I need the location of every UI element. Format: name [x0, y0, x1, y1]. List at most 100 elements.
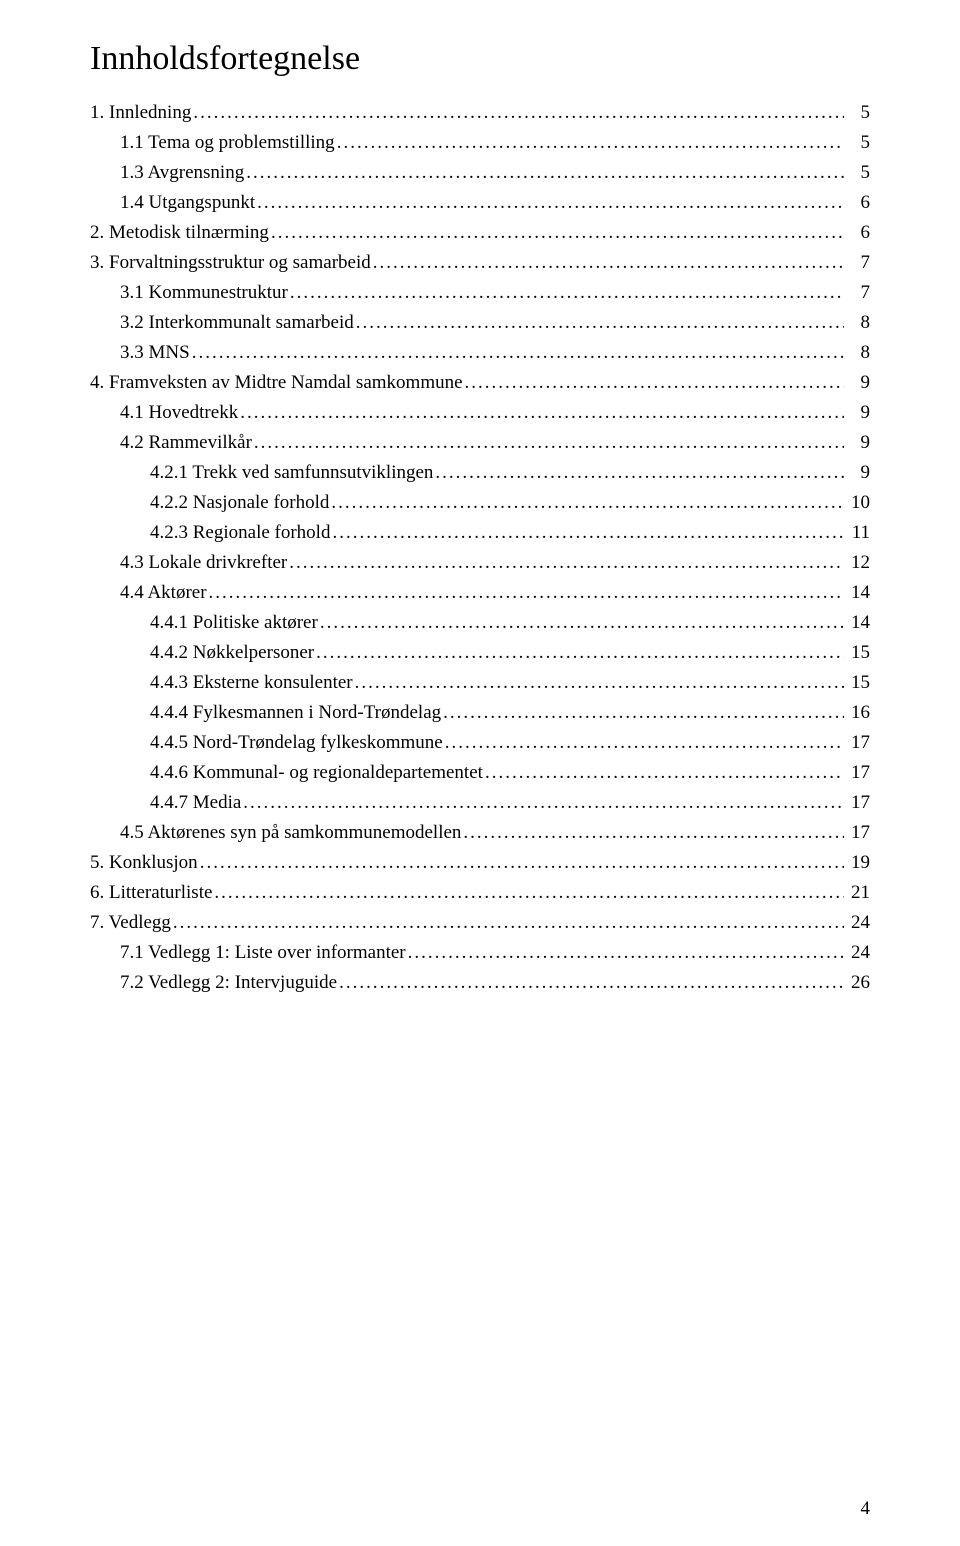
toc-entry-page: 10 — [846, 488, 870, 518]
toc-entry: 4.4 Aktører14 — [90, 578, 870, 608]
toc-leader-dots — [337, 128, 844, 158]
toc-entry: 4. Framveksten av Midtre Namdal samkommu… — [90, 368, 870, 398]
toc-entry-label: 4.2.3 Regionale forhold — [150, 518, 330, 548]
toc-entry: 4.4.2 Nøkkelpersoner15 — [90, 638, 870, 668]
toc-entry: 4.4.3 Eksterne konsulenter 15 — [90, 668, 870, 698]
toc-entry-page: 5 — [846, 98, 870, 128]
toc-entry-label: 1.1 Tema og problemstilling — [120, 128, 335, 158]
toc-entry: 4.2 Rammevilkår 9 — [90, 428, 870, 458]
toc-entry: 1.1 Tema og problemstilling5 — [90, 128, 870, 158]
toc-entry: 1.4 Utgangspunkt6 — [90, 188, 870, 218]
toc-entry-page: 16 — [846, 698, 870, 728]
toc-leader-dots — [240, 398, 844, 428]
toc-entry: 4.2.1 Trekk ved samfunnsutviklingen9 — [90, 458, 870, 488]
toc-entry: 4.4.5 Nord-Trøndelag fylkeskommune17 — [90, 728, 870, 758]
toc-leader-dots — [332, 518, 844, 548]
toc-entry-label: 1.3 Avgrensning — [120, 158, 244, 188]
toc-leader-dots — [290, 278, 844, 308]
toc-entry-page: 12 — [846, 548, 870, 578]
toc-entry: 4.2.2 Nasjonale forhold 10 — [90, 488, 870, 518]
toc-entry: 4.5 Aktørenes syn på samkommunemodellen 1… — [90, 818, 870, 848]
page-number: 4 — [861, 1498, 871, 1520]
toc-entry-page: 5 — [846, 158, 870, 188]
toc-entry-page: 8 — [846, 338, 870, 368]
toc-entry-page: 24 — [846, 908, 870, 938]
toc-leader-dots — [192, 338, 844, 368]
toc-entry: 4.4.4 Fylkesmannen i Nord-Trøndelag 16 — [90, 698, 870, 728]
toc-entry-page: 14 — [846, 608, 870, 638]
toc-entry-label: 4.3 Lokale drivkrefter — [120, 548, 287, 578]
toc-entry-label: 3. Forvaltningsstruktur og samarbeid — [90, 248, 371, 278]
toc-entry-page: 26 — [846, 968, 870, 998]
toc-leader-dots — [209, 578, 844, 608]
toc-leader-dots — [331, 488, 844, 518]
toc-entry-page: 17 — [846, 818, 870, 848]
toc-entry-page: 9 — [846, 368, 870, 398]
toc-leader-dots — [214, 878, 844, 908]
toc-leader-dots — [355, 668, 844, 698]
toc-entry: 3.1 Kommunestruktur 7 — [90, 278, 870, 308]
toc-entry: 4.2.3 Regionale forhold 11 — [90, 518, 870, 548]
toc-leader-dots — [465, 368, 844, 398]
toc-leader-dots — [243, 788, 844, 818]
toc-leader-dots — [254, 428, 844, 458]
toc-leader-dots — [463, 818, 844, 848]
toc-entry-label: 4.4.7 Media — [150, 788, 241, 818]
toc-entry-label: 4.2 Rammevilkår — [120, 428, 252, 458]
toc-entry-label: 4.4.5 Nord-Trøndelag fylkeskommune — [150, 728, 443, 758]
toc-entry-label: 1.4 Utgangspunkt — [120, 188, 255, 218]
toc-leader-dots — [445, 728, 844, 758]
toc-entry-label: 3.1 Kommunestruktur — [120, 278, 288, 308]
toc-entry-label: 4.4.3 Eksterne konsulenter — [150, 668, 353, 698]
toc-leader-dots — [200, 848, 844, 878]
toc-entry-page: 19 — [846, 848, 870, 878]
toc-entry-label: 7. Vedlegg — [90, 908, 171, 938]
toc-entry-label: 4.4.1 Politiske aktører — [150, 608, 318, 638]
toc-entry-label: 2. Metodisk tilnærming — [90, 218, 269, 248]
toc-entry-page: 6 — [846, 218, 870, 248]
toc-leader-dots — [316, 638, 844, 668]
toc-entry-label: 7.2 Vedlegg 2: Intervjuguide — [120, 968, 337, 998]
toc-leader-dots — [356, 308, 844, 338]
toc-entry-page: 21 — [846, 878, 870, 908]
toc-entry-label: 4.5 Aktørenes syn på samkommunemodellen — [120, 818, 461, 848]
toc-entry-label: 4.4 Aktører — [120, 578, 207, 608]
toc-entry: 7. Vedlegg 24 — [90, 908, 870, 938]
toc-entry-label: 1. Innledning — [90, 98, 191, 128]
toc-entry-label: 5. Konklusjon — [90, 848, 198, 878]
toc-leader-dots — [339, 968, 844, 998]
toc-entry: 4.4.6 Kommunal- og regionaldepartementet… — [90, 758, 870, 788]
toc-entry-page: 15 — [846, 668, 870, 698]
toc-leader-dots — [271, 218, 844, 248]
toc-entry-page: 8 — [846, 308, 870, 338]
toc-leader-dots — [408, 938, 844, 968]
document-page: Innholdsfortegnelse 1. Innledning51.1 Te… — [0, 0, 960, 1546]
toc-entry: 4.1 Hovedtrekk9 — [90, 398, 870, 428]
toc-entry: 3.3 MNS8 — [90, 338, 870, 368]
toc-leader-dots — [373, 248, 844, 278]
toc-leader-dots — [289, 548, 844, 578]
toc-entry: 1. Innledning 5 — [90, 98, 870, 128]
toc-entry: 6. Litteraturliste 21 — [90, 878, 870, 908]
toc-entry: 7.1 Vedlegg 1: Liste over informanter24 — [90, 938, 870, 968]
toc-entry-label: 4.4.4 Fylkesmannen i Nord-Trøndelag — [150, 698, 441, 728]
toc-entry-label: 6. Litteraturliste — [90, 878, 212, 908]
toc-leader-dots — [435, 458, 844, 488]
toc-leader-dots — [193, 98, 844, 128]
toc-entry: 7.2 Vedlegg 2: Intervjuguide 26 — [90, 968, 870, 998]
toc-entry-page: 7 — [846, 248, 870, 278]
toc-entry-label: 3.2 Interkommunalt samarbeid — [120, 308, 354, 338]
toc-entry: 2. Metodisk tilnærming 6 — [90, 218, 870, 248]
toc-entry-label: 4.1 Hovedtrekk — [120, 398, 238, 428]
toc-entry-page: 11 — [846, 518, 870, 548]
toc-entry-page: 17 — [846, 758, 870, 788]
toc-entry-page: 9 — [846, 428, 870, 458]
toc-leader-dots — [320, 608, 844, 638]
toc-title: Innholdsfortegnelse — [90, 40, 870, 78]
toc-entry-page: 7 — [846, 278, 870, 308]
toc-entry-label: 4.2.2 Nasjonale forhold — [150, 488, 329, 518]
toc-entry: 4.4.7 Media17 — [90, 788, 870, 818]
toc-entry: 1.3 Avgrensning 5 — [90, 158, 870, 188]
toc-entry-page: 9 — [846, 458, 870, 488]
toc-leader-dots — [485, 758, 844, 788]
